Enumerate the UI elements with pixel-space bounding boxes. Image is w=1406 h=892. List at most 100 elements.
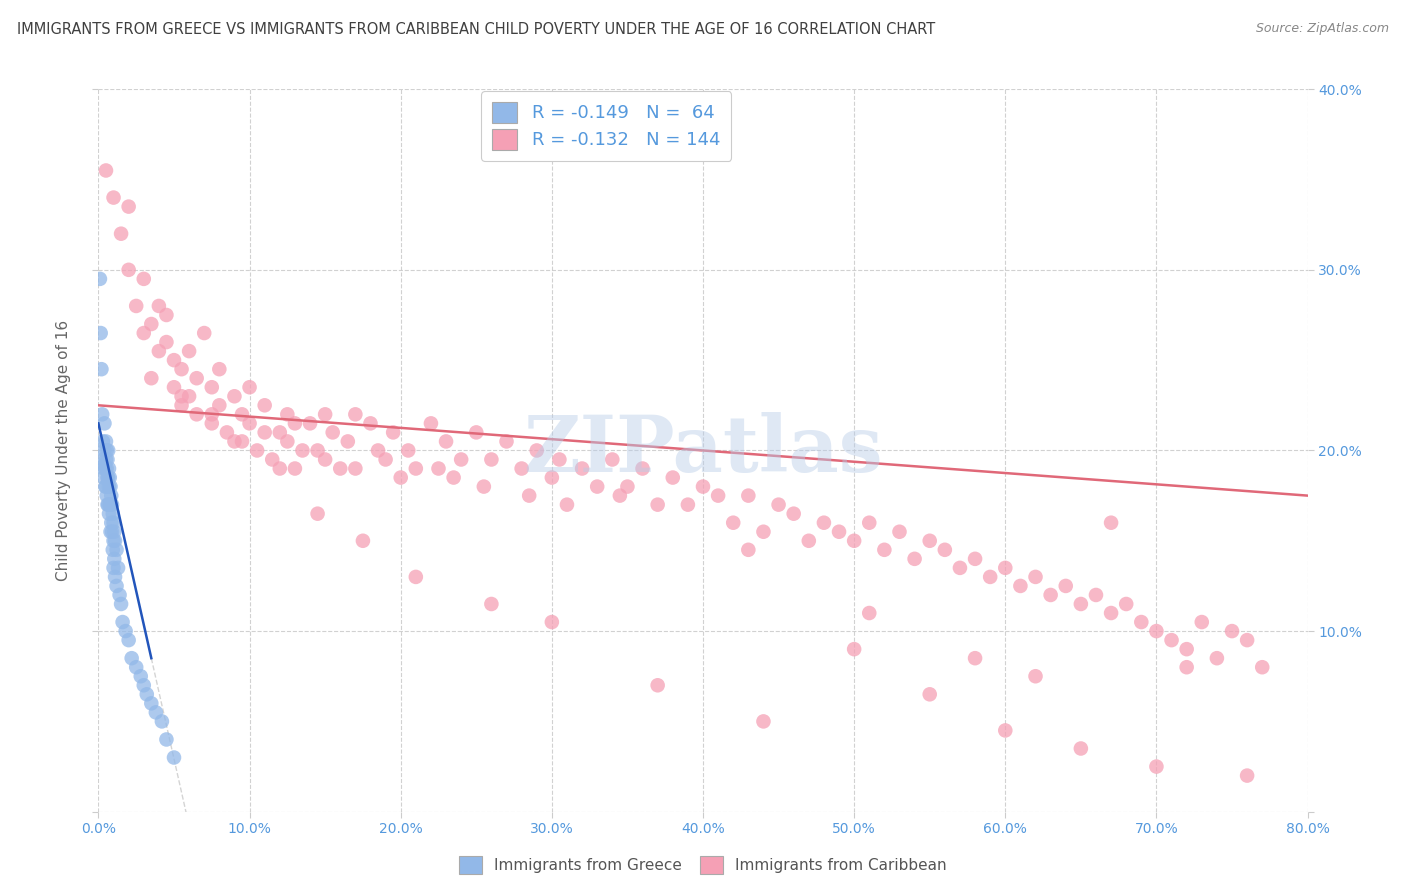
Point [723,516,745,530]
Point [481,452,503,467]
Point [1085,588,1108,602]
Point [934,542,956,557]
Text: Source: ZipAtlas.com: Source: ZipAtlas.com [1256,22,1389,36]
Point [979,570,1001,584]
Point [889,524,911,539]
Point [269,425,291,440]
Point [517,489,540,503]
Point [118,633,141,648]
Point [284,461,307,475]
Point [93,458,115,472]
Point [132,326,155,340]
Point [170,389,193,403]
Point [246,443,269,458]
Point [1160,633,1182,648]
Point [367,443,389,458]
Point [118,263,141,277]
Point [299,417,322,431]
Point [110,597,132,611]
Text: ZIPatlas: ZIPatlas [523,412,883,489]
Point [201,380,224,394]
Point [768,498,790,512]
Point [101,542,124,557]
Point [797,533,820,548]
Point [443,470,465,484]
Point [737,542,759,557]
Point [661,470,683,484]
Point [510,461,533,475]
Point [434,434,457,449]
Point [1024,669,1046,683]
Point [94,480,117,494]
Point [609,489,631,503]
Point [352,533,374,548]
Point [224,389,246,403]
Point [103,551,125,566]
Point [163,380,186,394]
Point [94,434,117,449]
Point [336,434,359,449]
Point [141,697,163,711]
Point [314,452,336,467]
Point [344,407,367,422]
Y-axis label: Child Poverty Under the Age of 16: Child Poverty Under the Age of 16 [56,320,72,581]
Point [141,371,163,385]
Point [163,750,186,764]
Point [752,524,775,539]
Point [949,561,972,575]
Point [314,407,336,422]
Point [231,407,253,422]
Point [540,615,562,629]
Point [374,452,396,467]
Point [96,461,118,475]
Point [231,434,253,449]
Point [103,524,125,539]
Point [125,299,148,313]
Point [994,723,1017,738]
Point [1099,516,1122,530]
Point [103,561,125,575]
Point [100,498,122,512]
Point [405,461,427,475]
Point [360,417,382,431]
Point [108,588,131,602]
Point [472,480,495,494]
Point [129,669,152,683]
Point [844,533,866,548]
Point [96,452,118,467]
Point [98,507,121,521]
Point [96,489,118,503]
Point [96,443,118,458]
Point [125,660,148,674]
Point [179,344,201,359]
Point [631,461,654,475]
Point [465,425,488,440]
Point [224,434,246,449]
Point [676,498,699,512]
Point [193,326,215,340]
Point [97,443,120,458]
Point [495,434,517,449]
Point [90,362,112,376]
Point [145,706,167,720]
Point [91,434,114,449]
Point [1039,588,1062,602]
Point [107,561,129,575]
Point [1099,606,1122,620]
Point [150,714,173,729]
Point [163,353,186,368]
Point [155,308,177,322]
Point [1070,597,1092,611]
Point [103,516,125,530]
Point [965,551,987,566]
Point [616,480,638,494]
Point [105,542,128,557]
Point [647,498,669,512]
Point [586,480,609,494]
Point [94,452,117,467]
Point [148,299,170,313]
Point [994,561,1017,575]
Point [110,227,132,241]
Point [97,498,120,512]
Point [918,533,941,548]
